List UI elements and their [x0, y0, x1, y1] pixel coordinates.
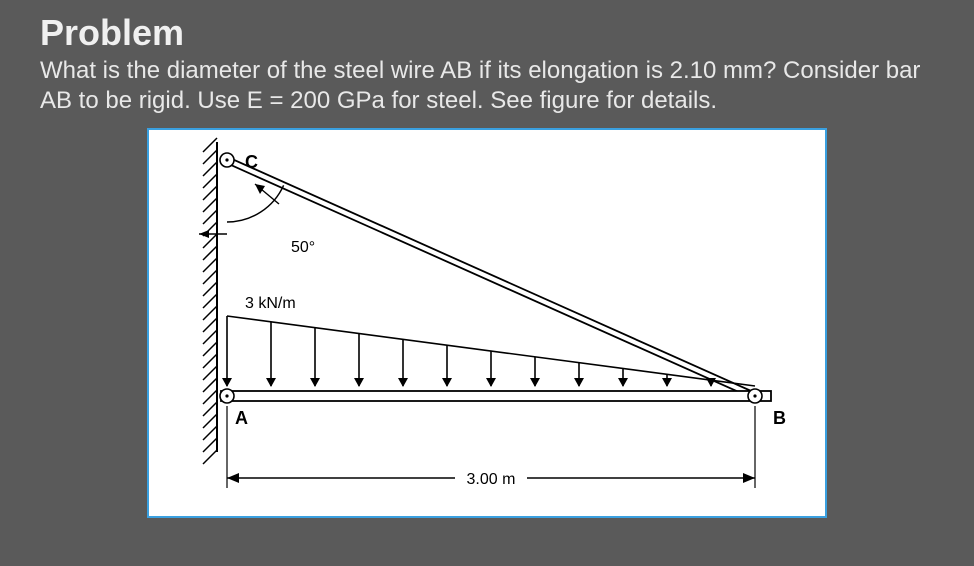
- svg-text:B: B: [773, 408, 786, 428]
- figure-svg: C A B 50° 3 kN/m 3.00 m: [147, 128, 827, 518]
- heading: Problem: [40, 12, 934, 54]
- figure: C A B 50° 3 kN/m 3.00 m: [147, 128, 827, 518]
- problem-text: What is the diameter of the steel wire A…: [40, 56, 934, 116]
- svg-text:C: C: [245, 152, 258, 172]
- svg-text:50°: 50°: [291, 239, 315, 256]
- svg-text:3.00 m: 3.00 m: [467, 471, 516, 488]
- svg-text:3 kN/m: 3 kN/m: [245, 295, 296, 312]
- figure-container: C A B 50° 3 kN/m 3.00 m: [40, 128, 934, 518]
- svg-text:A: A: [235, 408, 248, 428]
